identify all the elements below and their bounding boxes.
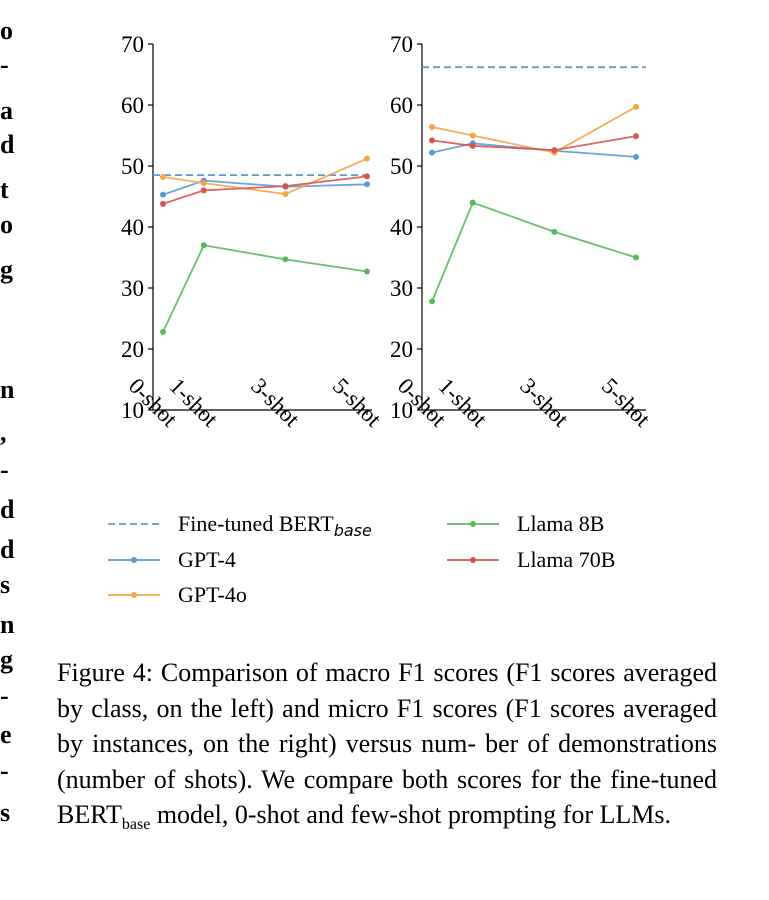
data-point-llama-8b	[551, 228, 558, 235]
margin-fragment: d	[0, 495, 15, 524]
margin-fragment: o	[0, 16, 13, 45]
legend-label-llama-70b: Llama 70B	[517, 547, 615, 572]
margin-fragment: g	[0, 645, 13, 674]
margin-fragment: g	[0, 255, 13, 284]
margin-fragment: o	[0, 210, 13, 239]
data-point-gpt-4o	[282, 191, 289, 198]
margin-fragment: a	[0, 96, 13, 125]
caption-line-5-sub: base	[121, 816, 151, 834]
x-tick-label: 5-shot	[328, 373, 387, 432]
caption-line-2: averaged by class, on the left) and micr…	[57, 658, 718, 723]
y-tick-label: 50	[390, 154, 413, 179]
margin-fragment: s	[0, 570, 11, 599]
margin-fragment: n	[0, 375, 15, 404]
data-point-gpt-4o	[364, 155, 370, 162]
data-point-gpt-4o	[633, 103, 639, 110]
margin-fragment: n	[0, 610, 15, 639]
data-point-llama-70b	[282, 183, 289, 190]
legend-marker-gpt-4o	[131, 592, 137, 598]
y-tick-label: 20	[121, 337, 144, 362]
caption-line-6: and few-shot prompting for LLMs.	[306, 800, 671, 829]
data-point-llama-8b	[633, 254, 639, 261]
y-tick-label: 30	[390, 276, 413, 301]
y-tick-label: 40	[121, 215, 144, 240]
series-line-llama-8b	[162, 244, 368, 333]
data-point-gpt-4	[429, 149, 435, 156]
legend-marker-llama-8b	[470, 521, 476, 527]
y-tick-label: 20	[390, 337, 413, 362]
legend-label-fine-tuned-bert: Fine-tuned BERTbase	[178, 511, 372, 540]
legend-label-subscript: base	[334, 521, 372, 540]
margin-fragment: ,	[0, 418, 7, 447]
legend-marker-llama-70b	[470, 557, 476, 563]
data-point-gpt-4	[364, 181, 370, 188]
data-point-gpt-4o	[160, 173, 166, 180]
y-tick-label: 70	[121, 32, 144, 57]
data-point-gpt-4	[160, 191, 166, 198]
data-point-gpt-4	[633, 153, 639, 160]
data-point-llama-70b	[364, 173, 370, 180]
caption-line-5b: model, 0-shot	[150, 800, 300, 829]
y-tick-label: 10	[121, 398, 144, 423]
series-line-gpt-4o	[162, 157, 368, 195]
data-point-llama-70b	[200, 187, 207, 194]
margin-fragment: -	[0, 756, 9, 785]
series-line-llama-70b	[431, 135, 637, 152]
series-line-llama-70b	[162, 175, 368, 205]
data-point-llama-70b	[551, 147, 558, 154]
margin-fragment: d	[0, 535, 15, 564]
x-tick-label: 1-shot	[434, 373, 493, 432]
x-tick-label: 5-shot	[597, 373, 656, 432]
data-point-llama-8b	[282, 256, 289, 263]
y-tick-label: 30	[121, 276, 144, 301]
data-point-llama-70b	[160, 200, 166, 207]
series-line-gpt-4	[431, 142, 637, 158]
x-tick-label: 3-shot	[246, 373, 305, 432]
chart-legend: Fine-tuned BERTbase GPT-4 GPT-4o Llama 8B Ll…	[108, 511, 615, 607]
data-point-llama-8b	[160, 328, 166, 335]
caption-line-5a: both scores for the fine-tuned BERT	[57, 764, 718, 830]
caption-line-1: Comparison of macro F1 scores (F1 scores	[152, 658, 616, 687]
margin-fragment: d	[0, 130, 15, 159]
data-point-llama-8b	[469, 199, 476, 206]
margin-fragment: t	[0, 175, 9, 204]
series-line-gpt-4	[162, 179, 368, 196]
y-tick-label: 70	[390, 32, 413, 57]
data-point-llama-8b	[364, 268, 370, 275]
y-tick-label: 60	[121, 93, 144, 118]
legend-label-gpt-4: GPT-4	[178, 547, 236, 572]
data-point-gpt-4o	[469, 132, 476, 139]
margin-fragment: -	[0, 50, 9, 79]
data-point-llama-70b	[429, 137, 435, 144]
x-tick-label: 1-shot	[165, 373, 224, 432]
legend-marker-gpt-4	[131, 557, 137, 563]
caption-line-4: ber of demonstrations (number of shots).…	[57, 729, 718, 794]
data-point-llama-8b	[429, 298, 435, 305]
caption-label: Figure 4:	[57, 658, 153, 687]
y-tick-label: 60	[390, 93, 413, 118]
data-point-gpt-4o	[429, 123, 435, 130]
figure-caption: Figure 4: Comparison of macro F1 scores …	[57, 655, 717, 843]
margin-fragment: s	[0, 798, 11, 827]
y-tick-label: 50	[121, 154, 144, 179]
data-point-llama-70b	[469, 142, 476, 149]
data-point-llama-8b	[200, 242, 207, 249]
margin-fragment: -	[0, 455, 9, 484]
x-tick-label: 3-shot	[515, 373, 574, 432]
margin-fragment: e	[0, 720, 12, 749]
data-point-gpt-4o	[200, 180, 207, 187]
y-tick-label: 40	[390, 215, 413, 240]
margin-fragment: -	[0, 681, 9, 710]
caption-line-3: scores averaged by instances, on the rig…	[57, 693, 717, 759]
series-line-gpt-4o	[431, 106, 637, 154]
data-point-llama-70b	[633, 133, 639, 140]
series-line-llama-8b	[431, 201, 637, 302]
legend-label-gpt-4o: GPT-4o	[178, 582, 247, 607]
y-tick-label: 10	[390, 398, 413, 423]
legend-label-llama-8b: Llama 8B	[517, 511, 604, 536]
